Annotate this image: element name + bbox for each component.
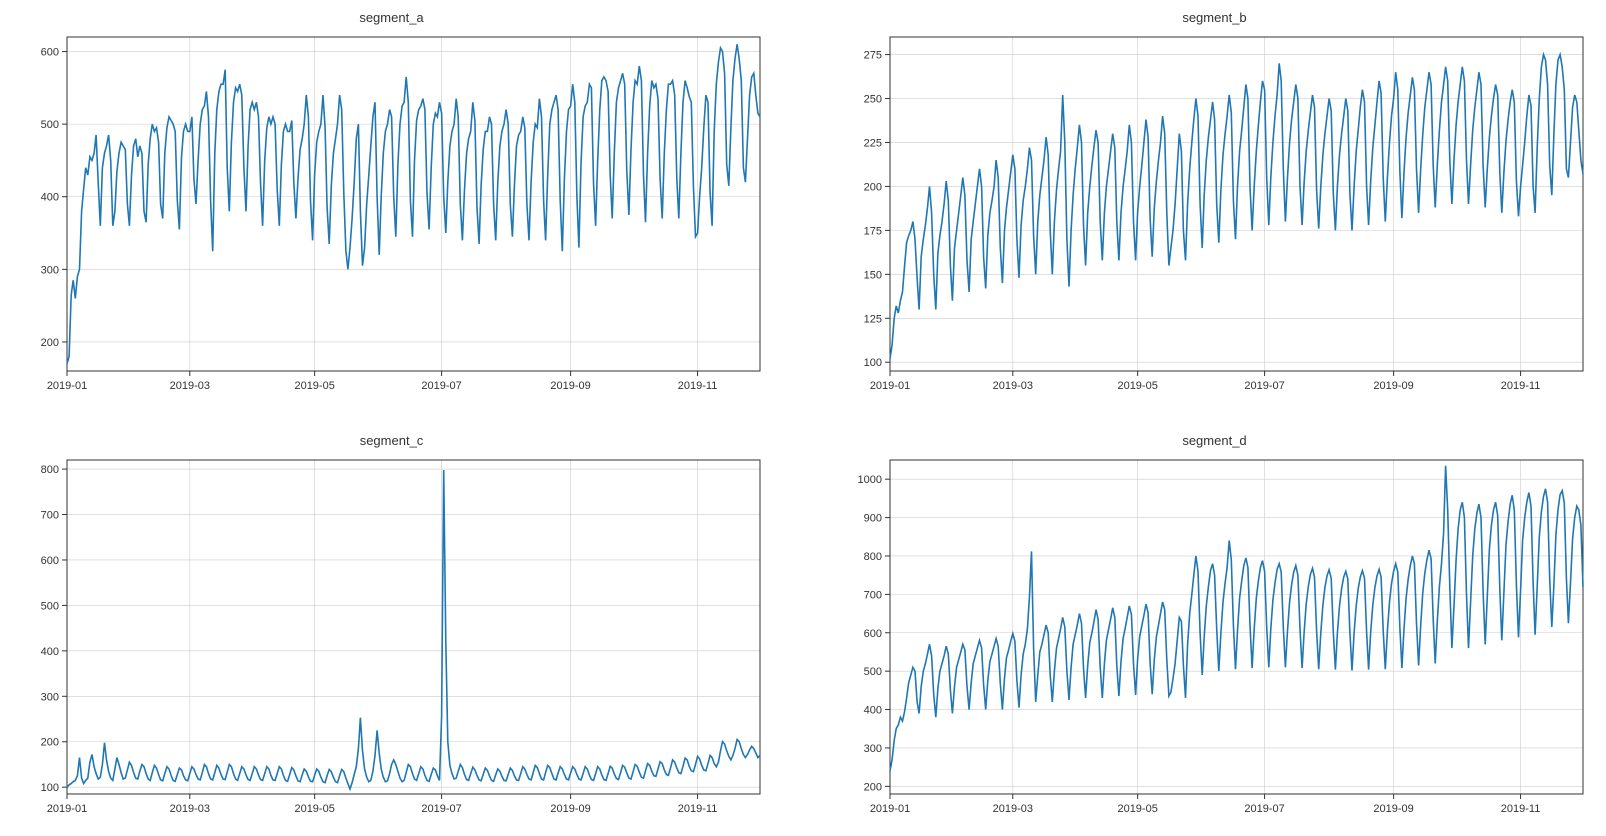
- svg-text:800: 800: [863, 551, 881, 563]
- svg-text:700: 700: [863, 589, 881, 601]
- panel-segment-c: segment_c 100 200 300 400 500 600 700 800 2019-0…: [10, 433, 773, 826]
- chart-d: 200 300 400 500 600 700 800 900 1000 2019-01 2019-…: [835, 452, 1595, 822]
- chart-b: 100 125 150 175 200 225 250 275 2019-01 2019-03 20…: [835, 29, 1595, 399]
- svg-text:2019-09: 2019-09: [1373, 380, 1413, 392]
- svg-text:2019-11: 2019-11: [1500, 803, 1540, 815]
- svg-text:2019-01: 2019-01: [46, 803, 86, 815]
- svg-text:100: 100: [863, 357, 881, 369]
- svg-text:600: 600: [40, 47, 58, 59]
- svg-text:600: 600: [40, 555, 58, 567]
- svg-text:400: 400: [40, 192, 58, 204]
- svg-text:800: 800: [40, 464, 58, 476]
- svg-text:2019-11: 2019-11: [677, 803, 717, 815]
- svg-text:400: 400: [40, 646, 58, 658]
- svg-text:2019-03: 2019-03: [169, 803, 209, 815]
- svg-text:2019-09: 2019-09: [1373, 803, 1413, 815]
- svg-text:2019-07: 2019-07: [421, 380, 461, 392]
- title-c: segment_c: [360, 433, 424, 448]
- svg-text:125: 125: [863, 313, 881, 325]
- svg-text:2019-05: 2019-05: [294, 380, 334, 392]
- chart-a: 200 300 400 500 600 2019-01 2019-03 2019-05 2019…: [12, 29, 772, 399]
- svg-text:2019-09: 2019-09: [550, 380, 590, 392]
- svg-text:500: 500: [863, 666, 881, 678]
- svg-text:2019-09: 2019-09: [550, 803, 590, 815]
- svg-text:2019-03: 2019-03: [992, 803, 1032, 815]
- svg-text:200: 200: [40, 337, 58, 349]
- svg-text:400: 400: [863, 705, 881, 717]
- svg-text:2019-11: 2019-11: [1500, 380, 1540, 392]
- chart-grid: segment_a 2003004005006002019-012019-032…: [10, 10, 1596, 826]
- svg-text:2019-05: 2019-05: [294, 803, 334, 815]
- title-d: segment_d: [1182, 433, 1246, 448]
- svg-text:300: 300: [40, 691, 58, 703]
- svg-text:2019-01: 2019-01: [46, 380, 86, 392]
- svg-text:2019-03: 2019-03: [169, 380, 209, 392]
- svg-text:2019-01: 2019-01: [869, 380, 909, 392]
- panel-segment-b: segment_b 100 125 150 175 200 225 250 275 2019-0…: [833, 10, 1596, 403]
- svg-text:2019-07: 2019-07: [1244, 803, 1284, 815]
- svg-text:225: 225: [863, 137, 881, 149]
- svg-text:175: 175: [863, 225, 881, 237]
- svg-text:2019-07: 2019-07: [1244, 380, 1284, 392]
- svg-text:2019-11: 2019-11: [677, 380, 717, 392]
- svg-text:300: 300: [40, 264, 58, 276]
- svg-text:200: 200: [40, 737, 58, 749]
- panel-segment-a: segment_a 2003004005006002019-012019-032…: [10, 10, 773, 403]
- svg-text:600: 600: [863, 628, 881, 640]
- svg-text:2019-05: 2019-05: [1117, 380, 1157, 392]
- svg-text:100: 100: [40, 782, 58, 794]
- svg-text:500: 500: [40, 119, 58, 131]
- svg-text:200: 200: [863, 181, 881, 193]
- svg-text:300: 300: [863, 743, 881, 755]
- svg-text:2019-05: 2019-05: [1117, 803, 1157, 815]
- svg-text:700: 700: [40, 510, 58, 522]
- title-a: segment_a: [359, 10, 423, 25]
- svg-text:250: 250: [863, 94, 881, 106]
- svg-text:150: 150: [863, 269, 881, 281]
- title-b: segment_b: [1182, 10, 1246, 25]
- svg-text:1000: 1000: [857, 474, 881, 486]
- svg-text:275: 275: [863, 50, 881, 62]
- svg-text:900: 900: [863, 513, 881, 525]
- svg-text:2019-01: 2019-01: [869, 803, 909, 815]
- chart-c: 100 200 300 400 500 600 700 800 2019-01 2019-03 20…: [12, 452, 772, 822]
- svg-text:500: 500: [40, 600, 58, 612]
- svg-text:2019-03: 2019-03: [992, 380, 1032, 392]
- svg-text:200: 200: [863, 781, 881, 793]
- panel-segment-d: segment_d 200300400500600700800900100020…: [833, 433, 1596, 826]
- svg-text:2019-07: 2019-07: [421, 803, 461, 815]
